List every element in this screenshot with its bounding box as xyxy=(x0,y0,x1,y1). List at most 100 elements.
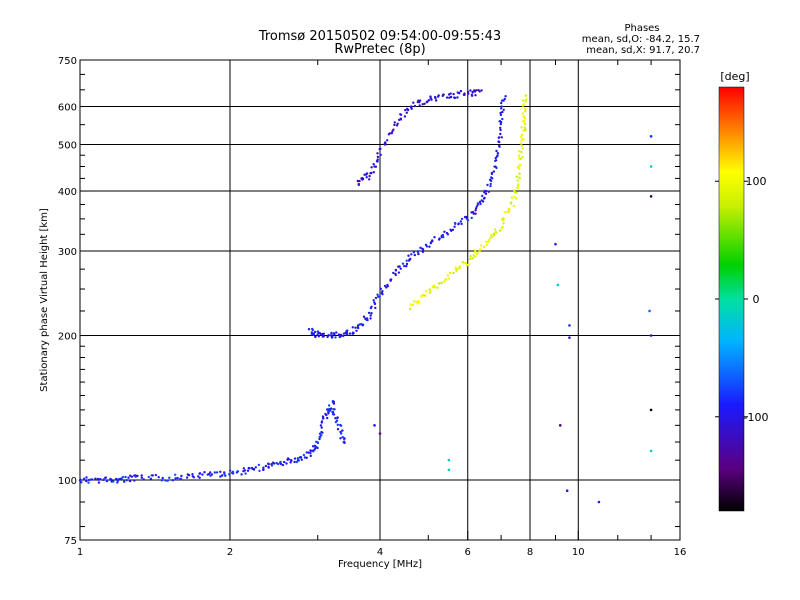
data-point xyxy=(597,500,601,504)
data-point xyxy=(499,132,502,136)
data-point xyxy=(474,255,477,258)
data-point xyxy=(215,471,219,474)
data-point xyxy=(428,289,432,293)
data-point xyxy=(498,229,502,232)
data-point xyxy=(384,143,387,146)
data-point xyxy=(332,402,336,405)
x-tick-label: 6 xyxy=(465,547,471,558)
data-point xyxy=(411,303,414,307)
data-point xyxy=(408,258,411,261)
data-point xyxy=(332,400,336,403)
data-point xyxy=(192,476,195,479)
data-point xyxy=(374,165,378,168)
data-point xyxy=(151,474,154,477)
data-point xyxy=(458,265,462,268)
data-point xyxy=(140,476,143,479)
data-point xyxy=(174,477,177,480)
data-point xyxy=(267,463,270,466)
data-point xyxy=(497,136,501,139)
y-tick-label: 500 xyxy=(58,141,77,152)
data-point xyxy=(519,142,523,145)
data-point xyxy=(464,261,467,265)
data-point xyxy=(499,120,503,124)
data-point xyxy=(649,195,653,198)
data-point xyxy=(293,457,297,460)
data-point xyxy=(506,210,509,214)
data-point xyxy=(376,155,380,159)
colorbar-tick-label: 100 xyxy=(746,175,767,188)
data-point xyxy=(522,114,525,118)
data-point xyxy=(442,93,445,96)
data-point xyxy=(428,245,431,248)
data-point xyxy=(521,156,524,159)
data-point xyxy=(372,163,375,166)
data-point xyxy=(502,108,505,112)
data-point xyxy=(369,317,372,320)
data-point xyxy=(469,255,472,258)
data-point xyxy=(365,172,369,175)
x-tick-label: 16 xyxy=(674,547,687,558)
data-point xyxy=(452,92,455,96)
data-point xyxy=(515,197,518,200)
data-point xyxy=(524,107,527,111)
data-point xyxy=(422,293,425,297)
data-point xyxy=(314,335,317,339)
data-point xyxy=(475,205,478,208)
data-point xyxy=(320,420,324,423)
data-point xyxy=(430,98,433,101)
data-point xyxy=(290,459,293,462)
data-point xyxy=(399,117,402,120)
data-point xyxy=(460,222,463,226)
data-point xyxy=(79,478,82,481)
data-point xyxy=(492,232,496,235)
data-point xyxy=(326,416,329,420)
data-point xyxy=(458,92,461,95)
data-point xyxy=(480,89,483,92)
data-point xyxy=(365,176,368,179)
data-point xyxy=(341,429,344,432)
data-point xyxy=(356,179,359,183)
data-point xyxy=(500,136,503,139)
data-point xyxy=(489,184,492,188)
data-point xyxy=(474,207,478,210)
data-point xyxy=(355,329,358,332)
data-point xyxy=(523,122,527,126)
data-point xyxy=(412,101,415,104)
data-point xyxy=(313,444,317,447)
data-point xyxy=(373,302,377,306)
data-point xyxy=(273,462,276,465)
data-point xyxy=(500,105,503,108)
data-point xyxy=(417,299,420,303)
data-point xyxy=(399,113,403,117)
data-point xyxy=(475,89,478,92)
data-point xyxy=(486,183,489,187)
data-point xyxy=(494,159,498,162)
data-point xyxy=(149,477,153,480)
data-point xyxy=(326,335,329,339)
data-point xyxy=(494,230,497,234)
data-point xyxy=(447,277,451,280)
data-point xyxy=(286,457,290,460)
data-point xyxy=(208,472,211,476)
data-point xyxy=(296,459,300,462)
data-point xyxy=(336,416,339,420)
data-point xyxy=(394,272,397,276)
data-point xyxy=(465,263,469,267)
data-point xyxy=(476,252,479,255)
data-point xyxy=(482,197,486,200)
data-point xyxy=(185,476,189,479)
data-point xyxy=(330,331,333,335)
data-point xyxy=(491,177,494,180)
data-point xyxy=(421,247,424,250)
data-point xyxy=(258,469,261,473)
data-point xyxy=(243,469,247,472)
data-point xyxy=(516,183,520,186)
data-point xyxy=(392,128,395,131)
data-point xyxy=(499,128,502,132)
data-point xyxy=(388,132,391,135)
data-point xyxy=(340,424,343,427)
data-point xyxy=(435,99,438,102)
data-point xyxy=(461,260,465,264)
data-point xyxy=(365,317,369,320)
data-point xyxy=(283,460,286,464)
